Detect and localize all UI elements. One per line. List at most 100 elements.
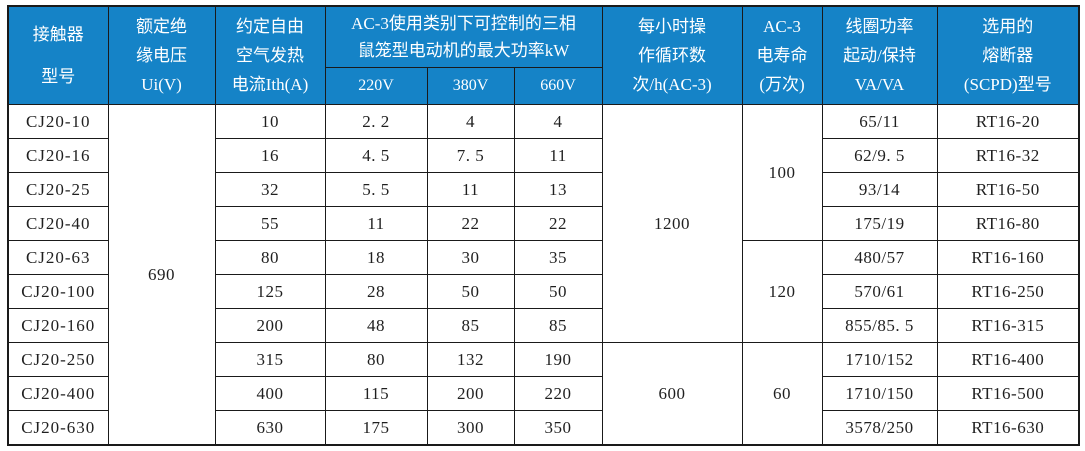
cell-kw-660: 50 <box>513 274 603 309</box>
cell-ith: 32 <box>214 172 326 207</box>
header-text: 额定绝 <box>136 17 187 36</box>
cell-kw-660: 85 <box>513 308 603 343</box>
cell-life-merged: 60 <box>741 342 823 446</box>
cell-model: CJ20-25 <box>7 172 109 207</box>
header-row-group: 接触器 型号 额定绝 缘电压 Ui(V) 约定自由 空气发热 电流Ith(A) … <box>7 5 1080 105</box>
header-text: 接触器 <box>32 24 84 44</box>
table-row: CJ20-16 16 4. 5 7. 5 11 62/9. 5 RT16-32 <box>7 138 1080 173</box>
header-text: 电寿命 <box>756 46 808 65</box>
table-header: 接触器 型号 额定绝 缘电压 Ui(V) 约定自由 空气发热 电流Ith(A) … <box>7 5 1080 105</box>
header-text: 线圈功率 <box>845 17 914 36</box>
cell-ui-merged: 690 <box>107 104 216 446</box>
header-text: 次/h(AC-3) <box>632 75 712 94</box>
cell-fuse: RT16-160 <box>936 240 1080 275</box>
table-row: CJ20-10 690 10 2. 2 4 4 1200 100 65/11 R… <box>7 104 1080 446</box>
cell-cycles-merged: 600 <box>601 342 743 446</box>
header-text: AC-3 <box>763 17 801 36</box>
cell-model: CJ20-160 <box>7 308 109 343</box>
header-row-sub: 220V 380V 660V <box>8 67 1079 105</box>
cell-kw-220: 11 <box>324 206 428 241</box>
cell-coil: 175/19 <box>821 206 938 241</box>
header-text: (SCPD)型号 <box>963 75 1052 94</box>
cell-cycles-merged: 1200 <box>601 104 743 343</box>
cell-ith: 315 <box>214 342 326 377</box>
cell-kw-660: 13 <box>513 172 603 207</box>
header-text: 作循环数 <box>638 46 707 65</box>
cell-kw-380: 11 <box>426 172 515 207</box>
cell-coil: 855/85. 5 <box>821 308 938 343</box>
header-cell-insulation-voltage: 额定绝 缘电压 Ui(V) <box>107 5 216 105</box>
header-text: 熔断器 <box>982 46 1034 65</box>
cell-coil: 1710/152 <box>821 342 938 377</box>
cell-kw-380: 85 <box>426 308 515 343</box>
cell-coil: 62/9. 5 <box>821 138 938 173</box>
header-text: 每小时操 <box>638 17 707 36</box>
header-cell-coil-power: 线圈功率 起动/保持 VA/VA <box>821 5 938 105</box>
header-cell-380v: 380V <box>426 67 515 105</box>
header-text: 鼠笼型电动机的最大功率kW <box>357 41 570 60</box>
cell-model: CJ20-63 <box>7 240 109 275</box>
table-row: CJ20-400 400 115 200 220 1710/150 RT16-5… <box>7 376 1080 411</box>
header-cell-electrical-life: AC-3 电寿命 (万次) <box>741 5 823 105</box>
cell-kw-220: 115 <box>324 376 428 411</box>
cell-kw-380: 30 <box>426 240 515 275</box>
header-text: 约定自由 <box>236 17 304 36</box>
cell-kw-380: 132 <box>426 342 515 377</box>
cell-ith: 16 <box>214 138 326 173</box>
cell-kw-380: 200 <box>426 376 515 411</box>
cell-kw-220: 80 <box>324 342 428 377</box>
header-text: 缘电压 <box>136 46 187 65</box>
cell-kw-660: 22 <box>513 206 603 241</box>
cell-kw-380: 22 <box>426 206 515 241</box>
cell-kw-660: 11 <box>513 138 603 173</box>
header-text: 型号 <box>41 66 76 86</box>
header-text: 空气发热 <box>236 46 304 65</box>
cell-life-merged: 100 <box>741 104 823 241</box>
cell-kw-380: 7. 5 <box>426 138 515 173</box>
cell-model: CJ20-400 <box>7 376 109 411</box>
cell-kw-660: 4 <box>513 104 603 139</box>
table-body: CJ20-10 690 10 2. 2 4 4 1200 100 65/11 R… <box>7 104 1080 446</box>
cell-coil: 1710/150 <box>821 376 938 411</box>
cell-kw-220: 5. 5 <box>324 172 428 207</box>
table-row: CJ20-100 125 28 50 50 570/61 RT16-250 <box>7 274 1080 309</box>
cell-fuse: RT16-500 <box>936 376 1080 411</box>
header-cell-660v: 660V <box>513 67 603 105</box>
cell-ith: 55 <box>214 206 326 241</box>
header-cell-fuse-type: 选用的 熔断器 (SCPD)型号 <box>936 5 1080 105</box>
cell-kw-380: 50 <box>426 274 515 309</box>
cell-model: CJ20-40 <box>7 206 109 241</box>
cell-coil: 65/11 <box>821 104 938 139</box>
cell-kw-380: 4 <box>426 104 515 139</box>
cell-fuse: RT16-250 <box>936 274 1080 309</box>
cell-fuse: RT16-50 <box>936 172 1080 207</box>
cell-fuse: RT16-80 <box>936 206 1080 241</box>
cell-kw-220: 48 <box>324 308 428 343</box>
header-cell-thermal-current: 约定自由 空气发热 电流Ith(A) <box>214 5 326 105</box>
cell-life-merged: 120 <box>741 240 823 343</box>
cell-model: CJ20-250 <box>7 342 109 377</box>
cell-fuse: RT16-315 <box>936 308 1080 343</box>
cell-fuse: RT16-32 <box>936 138 1080 173</box>
cell-coil: 480/57 <box>821 240 938 275</box>
header-text: AC-3使用类别下可控制的三相 <box>351 14 576 33</box>
header-cell-model: 接触器 型号 <box>7 5 109 105</box>
cell-kw-220: 2. 2 <box>324 104 428 139</box>
table-row: CJ20-25 32 5. 5 11 13 93/14 RT16-50 <box>7 172 1080 207</box>
header-text: VA/VA <box>854 75 905 94</box>
header-cell-cycles-per-hour: 每小时操 作循环数 次/h(AC-3) <box>601 5 743 105</box>
cell-ith: 200 <box>214 308 326 343</box>
cell-kw-220: 4. 5 <box>324 138 428 173</box>
cell-kw-660: 190 <box>513 342 603 377</box>
cell-ith: 10 <box>214 104 326 139</box>
cell-kw-660: 35 <box>513 240 603 275</box>
cell-model: CJ20-100 <box>7 274 109 309</box>
cell-kw-220: 18 <box>324 240 428 275</box>
table-row: CJ20-250 315 80 132 190 600 60 1710/152 … <box>7 342 1080 446</box>
contactor-spec-table: 接触器 型号 额定绝 缘电压 Ui(V) 约定自由 空气发热 电流Ith(A) … <box>7 5 1081 446</box>
header-text: 电流Ith(A) <box>231 75 309 94</box>
cell-fuse: RT16-400 <box>936 342 1080 377</box>
cell-kw-220: 28 <box>324 274 428 309</box>
cell-ith: 125 <box>214 274 326 309</box>
